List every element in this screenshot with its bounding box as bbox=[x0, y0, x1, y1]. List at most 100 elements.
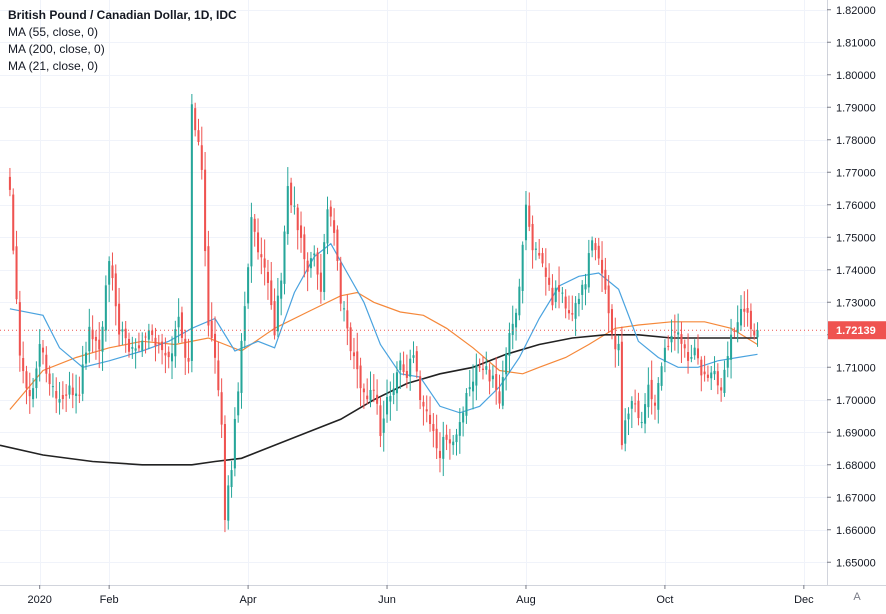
candle-body bbox=[607, 285, 610, 314]
candle-body bbox=[184, 338, 187, 358]
candle-body bbox=[442, 436, 445, 459]
candle-body bbox=[356, 351, 359, 370]
candle-body bbox=[673, 331, 676, 333]
candle-body bbox=[713, 370, 716, 375]
auto-scale-button[interactable]: A bbox=[853, 591, 861, 603]
candle-body bbox=[644, 404, 647, 424]
candle-body bbox=[114, 273, 117, 307]
candle-body bbox=[574, 303, 577, 319]
candle-body bbox=[141, 340, 144, 351]
candle-body bbox=[627, 413, 630, 420]
candle-body bbox=[386, 397, 389, 415]
candle-body bbox=[88, 326, 91, 352]
candle-body bbox=[624, 420, 627, 444]
candle-body bbox=[28, 389, 31, 397]
candle-body bbox=[392, 388, 395, 395]
candle-body bbox=[581, 284, 584, 295]
price-tick-label: 1.70000 bbox=[836, 395, 876, 407]
candle-body bbox=[412, 355, 415, 358]
candle-body bbox=[723, 369, 726, 393]
candle-body bbox=[61, 394, 64, 399]
time-tick-label: Aug bbox=[516, 594, 536, 606]
candle-body bbox=[521, 244, 524, 291]
candle-body bbox=[663, 347, 666, 363]
candle-body bbox=[124, 328, 127, 339]
candle-body bbox=[81, 364, 84, 394]
candle-body bbox=[743, 308, 746, 312]
candle-body bbox=[746, 308, 749, 313]
price-tick-label: 1.78000 bbox=[836, 135, 876, 147]
candle-body bbox=[640, 422, 643, 424]
candle-body bbox=[346, 310, 349, 329]
candle-body bbox=[538, 252, 541, 256]
candle-body bbox=[749, 310, 752, 330]
price-tick-label: 1.65000 bbox=[836, 557, 876, 569]
price-tick-label: 1.71000 bbox=[836, 362, 876, 374]
time-tick-label: Dec bbox=[794, 594, 814, 606]
candle-body bbox=[253, 218, 256, 232]
candle-body bbox=[736, 322, 739, 333]
candle-body bbox=[220, 392, 223, 425]
candle-body bbox=[495, 374, 498, 391]
candle-body bbox=[696, 348, 700, 359]
candle-body bbox=[256, 232, 260, 253]
legend-ma200[interactable]: MA (200, close, 0) bbox=[8, 42, 105, 56]
candle-body bbox=[98, 339, 101, 350]
candle-body bbox=[194, 108, 197, 131]
candle-body bbox=[505, 353, 508, 375]
candle-body bbox=[515, 312, 518, 328]
candle-body bbox=[121, 329, 124, 332]
candle-body bbox=[151, 330, 154, 335]
candle-body bbox=[551, 287, 554, 306]
candle-body bbox=[329, 206, 332, 217]
candle-body bbox=[78, 394, 81, 396]
candle-body bbox=[422, 401, 425, 407]
candle-body bbox=[243, 306, 246, 341]
ma200-line bbox=[0, 334, 758, 466]
candle-body bbox=[343, 308, 346, 310]
candle-body bbox=[286, 186, 289, 235]
candle-body bbox=[366, 395, 369, 400]
candle-body bbox=[127, 338, 131, 352]
candle-body bbox=[283, 231, 286, 284]
candle-body bbox=[333, 220, 336, 233]
candle-body bbox=[75, 393, 78, 396]
candle-body bbox=[154, 337, 157, 346]
candle-body bbox=[237, 391, 240, 416]
candle-body bbox=[726, 356, 729, 368]
candle-body bbox=[524, 204, 527, 241]
candle-body bbox=[650, 379, 653, 400]
candle-body bbox=[498, 391, 501, 404]
candle-body bbox=[554, 287, 557, 302]
candle-body bbox=[564, 296, 567, 309]
symbol-title[interactable]: British Pound / Canadian Dollar, 1D, IDC bbox=[8, 8, 237, 22]
candle-body bbox=[250, 217, 253, 267]
candle-body bbox=[382, 418, 385, 433]
candle-body bbox=[653, 402, 657, 406]
candle-body bbox=[683, 344, 686, 349]
candle-body bbox=[571, 313, 574, 315]
candle-body bbox=[475, 365, 478, 386]
candle-body bbox=[187, 357, 190, 362]
candle-body bbox=[174, 329, 177, 357]
price-tick-label: 1.79000 bbox=[836, 102, 876, 114]
candle-body bbox=[425, 409, 428, 412]
candle-body bbox=[478, 366, 481, 368]
candle-body bbox=[323, 242, 326, 293]
candle-body bbox=[409, 358, 412, 377]
candle-body bbox=[104, 285, 107, 331]
candle-body bbox=[637, 400, 640, 419]
legend-ma55[interactable]: MA (55, close, 0) bbox=[8, 25, 99, 39]
candle-body bbox=[362, 388, 365, 393]
candle-body bbox=[134, 348, 137, 351]
candle-body bbox=[227, 485, 230, 521]
legend-ma21[interactable]: MA (21, close, 0) bbox=[8, 59, 99, 73]
candle-body bbox=[161, 341, 164, 351]
candle-body bbox=[35, 368, 38, 389]
candle-body bbox=[700, 359, 703, 376]
candle-body bbox=[313, 253, 316, 256]
candle-body bbox=[567, 310, 571, 314]
candle-body bbox=[144, 336, 147, 338]
